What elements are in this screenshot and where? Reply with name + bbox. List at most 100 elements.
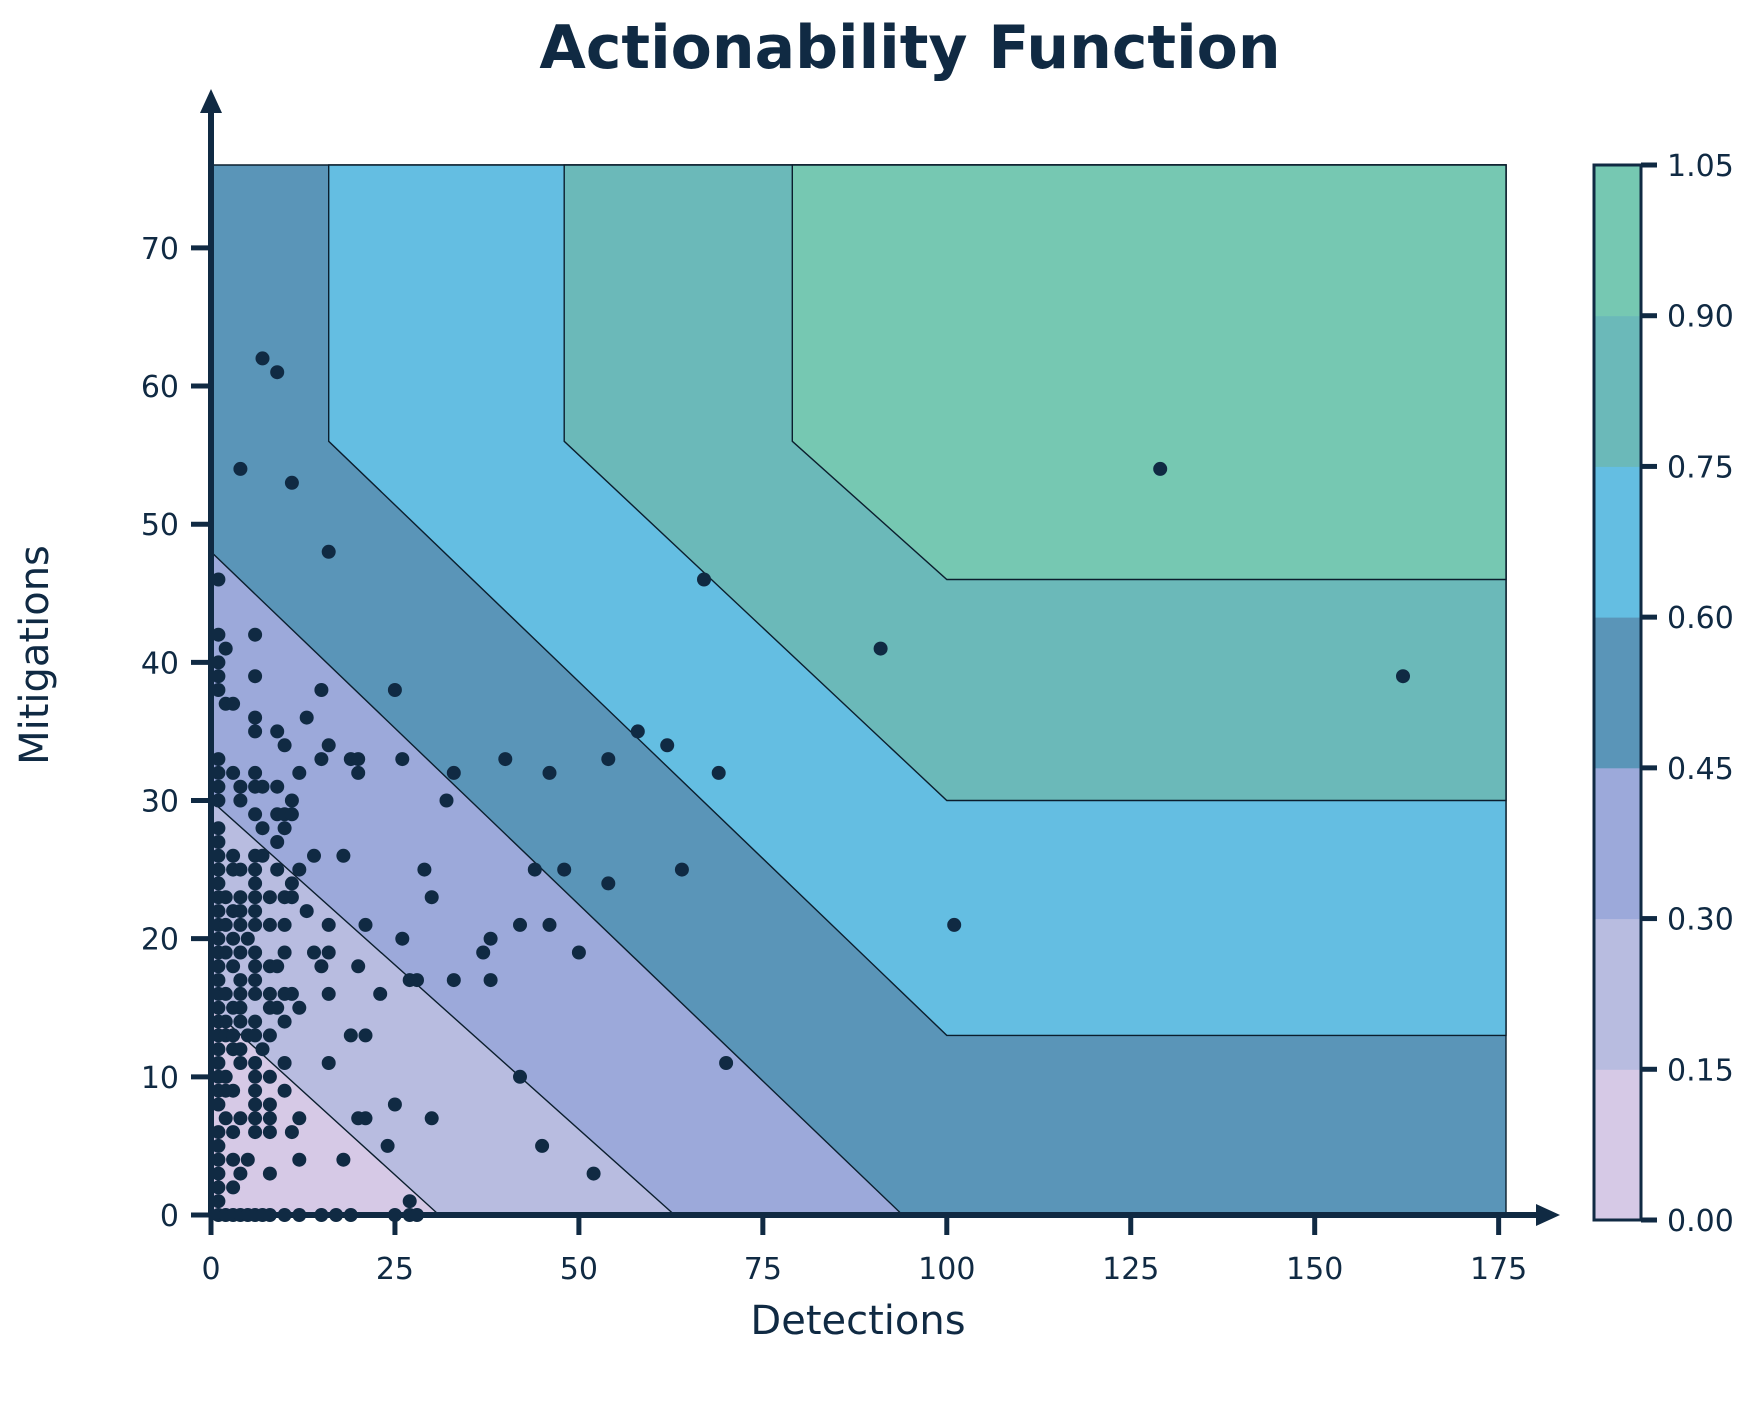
data-point [233, 1042, 248, 1057]
data-point [226, 765, 241, 780]
data-point [321, 986, 336, 1001]
data-point [358, 1028, 373, 1043]
data-point [211, 669, 226, 684]
y-axis-arrow [200, 89, 222, 113]
data-point [542, 917, 557, 932]
y-axis-label: Mitigations [12, 545, 58, 765]
data-point [439, 793, 454, 808]
colorbar-tick-label: 0.75 [1667, 450, 1734, 485]
colorbar-tick-label: 0.90 [1667, 300, 1734, 335]
data-point [262, 1097, 277, 1112]
data-point [674, 862, 689, 877]
data-point [402, 1194, 417, 1209]
data-point [248, 1083, 263, 1098]
data-point [233, 1000, 248, 1015]
data-point [1396, 669, 1410, 684]
data-point [248, 807, 263, 822]
data-point [255, 848, 270, 863]
data-point [277, 1014, 292, 1029]
data-point [711, 765, 726, 780]
data-point [557, 862, 572, 877]
data-point [697, 572, 711, 587]
data-point [211, 1166, 226, 1181]
data-point [233, 779, 248, 794]
data-point [211, 655, 226, 670]
data-point [284, 475, 299, 490]
data-point [211, 973, 226, 988]
data-point [233, 986, 248, 1001]
data-point [218, 917, 233, 932]
data-point [314, 752, 329, 767]
data-point [284, 793, 299, 808]
data-point [424, 1111, 439, 1126]
data-point [248, 986, 263, 1001]
data-point [248, 1056, 263, 1070]
x-tick-label: 175 [1470, 1252, 1527, 1287]
data-point [240, 931, 255, 946]
data-point [211, 752, 226, 767]
data-point [233, 1111, 248, 1126]
x-tick-label: 150 [1286, 1252, 1343, 1287]
data-point [211, 931, 226, 946]
y-tick-label: 70 [141, 232, 179, 267]
data-point [358, 917, 373, 932]
data-point [233, 973, 248, 988]
data-point [211, 779, 226, 794]
contour-fills [210, 164, 1507, 1216]
data-point [336, 1152, 351, 1167]
data-point [211, 1194, 226, 1209]
colorbar: 0.00 0.15 0.30 0.45 0.60 0.75 0.90 1.05 [1592, 149, 1734, 1239]
data-point [211, 1152, 226, 1167]
data-point [255, 351, 270, 366]
colorbar-tick-label: 0.45 [1667, 752, 1734, 787]
data-point [321, 544, 336, 559]
data-point [292, 862, 307, 877]
data-point [211, 572, 226, 587]
data-point [218, 1111, 233, 1126]
data-point [270, 862, 285, 877]
colorbar-segment [1594, 617, 1641, 769]
data-point [270, 365, 285, 380]
data-point [248, 973, 263, 988]
data-point [248, 627, 263, 642]
data-point [226, 959, 241, 974]
data-point [248, 765, 263, 780]
x-tick-label: 50 [560, 1252, 598, 1287]
data-point [270, 959, 285, 974]
data-point [233, 945, 248, 960]
data-point [513, 917, 527, 932]
data-point [211, 876, 226, 891]
data-point [262, 890, 277, 905]
data-point [211, 904, 226, 919]
data-point [211, 821, 226, 836]
data-point [211, 1042, 226, 1057]
data-point [211, 1180, 226, 1195]
data-point [233, 461, 248, 476]
data-point [255, 1042, 270, 1057]
data-point [601, 752, 616, 767]
data-point [476, 945, 491, 960]
x-tick-label: 0 [201, 1252, 220, 1287]
data-point [248, 945, 263, 960]
data-point [226, 1125, 241, 1140]
data-point [299, 904, 314, 919]
data-point [277, 1083, 292, 1098]
data-point [262, 1028, 277, 1043]
data-point [284, 876, 299, 891]
data-point [292, 765, 307, 780]
data-point [284, 890, 299, 905]
data-point [248, 876, 263, 891]
data-point [321, 945, 336, 960]
data-point [336, 848, 351, 863]
data-point [1153, 461, 1168, 476]
data-point [513, 1069, 527, 1084]
data-point [601, 876, 616, 891]
y-tick-label: 50 [141, 508, 179, 543]
data-point [351, 959, 366, 974]
data-point [307, 848, 321, 863]
colorbar-segment [1594, 165, 1641, 317]
colorbar-segment [1594, 466, 1641, 618]
y-tick-label: 0 [160, 1199, 179, 1234]
data-point [292, 1152, 307, 1167]
scatter-points [211, 351, 1410, 1222]
